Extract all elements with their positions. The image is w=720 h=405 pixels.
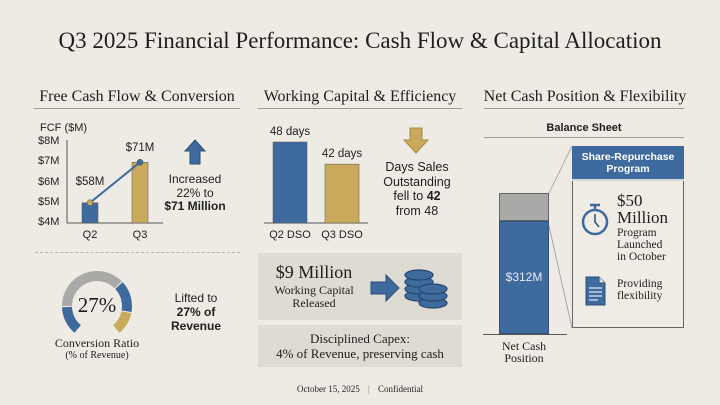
gauge-segment bbox=[62, 306, 82, 333]
capex-text: Disciplined Capex: 4% of Revenue, preser… bbox=[258, 331, 462, 361]
y-tick-label: $7M bbox=[38, 155, 60, 168]
flex-line: Providing bbox=[617, 278, 663, 290]
other-balance-bar bbox=[499, 193, 549, 221]
net-cash-bar bbox=[499, 221, 549, 334]
dso-callout: Days Sales Outstanding fell to 42 from 4… bbox=[376, 160, 458, 218]
dso-bar-q2 bbox=[272, 141, 308, 224]
callout-text: Days Sales bbox=[385, 160, 449, 174]
trend-point bbox=[136, 159, 144, 166]
footer-separator: | bbox=[367, 384, 370, 394]
callout-text: Increased bbox=[168, 172, 222, 186]
net-header: Net Cash Position & Flexibility bbox=[483, 88, 687, 105]
callout-text: Lifted to bbox=[174, 291, 218, 305]
callout-text: from 48 bbox=[395, 203, 439, 218]
dso-bar-q3 bbox=[324, 163, 360, 224]
callout-text: Outstanding bbox=[383, 174, 451, 189]
conversion-gauge bbox=[62, 271, 132, 333]
callout-text: 22% to bbox=[176, 186, 214, 200]
fcf-ylabel: FCF ($M) bbox=[40, 122, 88, 134]
callout-bold: $71 Million bbox=[164, 199, 226, 213]
y-tick-label: $4M bbox=[38, 216, 60, 228]
y-tick-label: $5M bbox=[38, 195, 60, 208]
document-icon bbox=[585, 276, 606, 306]
capex-detail: 4% of Revenue, preserving cash bbox=[276, 346, 444, 361]
data-label: 42 days bbox=[321, 148, 363, 161]
x-tick-label: Q3 bbox=[132, 229, 148, 241]
callout-bold: Revenue bbox=[170, 319, 222, 333]
footer-date: October 15, 2025 bbox=[296, 384, 360, 394]
gauge-sublabel: (% of Revenue) bbox=[65, 350, 129, 361]
program-line: Program bbox=[617, 227, 657, 239]
gauge-label: Conversion Ratio bbox=[54, 336, 140, 350]
page-title: Q3 2025 Financial Performance: Cash Flow… bbox=[58, 28, 662, 53]
net-cash-label-2: Position bbox=[504, 351, 544, 365]
fcf-header: Free Cash Flow & Conversion bbox=[39, 88, 235, 105]
panel-title: Share-Repurchase Program bbox=[572, 146, 684, 181]
net-cash-value: $312M bbox=[505, 270, 543, 284]
gauge-callout: Lifted to 27% of Revenue bbox=[160, 291, 232, 333]
stopwatch-icon bbox=[581, 203, 609, 236]
program-line: Launched bbox=[617, 239, 663, 251]
gauge-value: 27% bbox=[77, 293, 117, 317]
fcf-trend-line bbox=[89, 161, 141, 204]
coins-icon bbox=[404, 269, 448, 309]
gauge-segment bbox=[62, 271, 122, 307]
released-label-1: Working Capital bbox=[274, 283, 354, 297]
connector-lines bbox=[548, 145, 573, 329]
data-label: $71M bbox=[125, 142, 155, 155]
y-tick-label: $6M bbox=[38, 175, 60, 188]
balance-sheet-label: Balance Sheet bbox=[546, 122, 622, 134]
data-label: $58M bbox=[75, 175, 105, 188]
net-cash-label: Net Cash Position bbox=[490, 340, 558, 364]
callout-bold: 42 bbox=[426, 189, 441, 203]
released-label-2: Released bbox=[292, 296, 336, 310]
fcf-callout: Increased 22% to bbox=[165, 172, 225, 200]
footer-label: Confidential bbox=[378, 384, 424, 394]
arrow-down-icon bbox=[402, 127, 430, 154]
program-line: in October bbox=[617, 251, 666, 263]
flex-line: flexibility bbox=[617, 290, 663, 302]
amount-2: Million bbox=[617, 208, 669, 227]
data-label: 48 days bbox=[269, 126, 311, 138]
x-tick-label: Q2 bbox=[82, 229, 98, 241]
x-tick-label: Q3 DSO bbox=[321, 229, 363, 241]
gauge-segment bbox=[112, 310, 132, 333]
program-text: Program Launched in October bbox=[617, 227, 666, 263]
capex-title: Disciplined Capex: bbox=[309, 331, 410, 346]
x-tick-label: Q2 DSO bbox=[269, 229, 311, 241]
flex-text: Providing flexibility bbox=[617, 278, 662, 302]
arrow-up-icon bbox=[183, 139, 207, 165]
amount: $50 Million bbox=[617, 192, 668, 226]
y-tick-label: $8M bbox=[38, 135, 60, 147]
released-label: Working Capital Released bbox=[262, 284, 366, 310]
trend-point bbox=[86, 199, 94, 206]
dso-chart bbox=[264, 141, 368, 224]
released-amount: $9 Million bbox=[275, 262, 353, 282]
wc-header: Working Capital & Efficiency bbox=[263, 88, 457, 105]
net-cash-label-1: Net Cash bbox=[501, 339, 547, 353]
footer: October 15, 2025 | Confidential bbox=[0, 384, 720, 394]
capex-box bbox=[258, 325, 462, 367]
callout-bold: 27% of bbox=[176, 305, 216, 319]
callout-text: fell to bbox=[393, 189, 427, 203]
arrow-right-icon bbox=[370, 273, 400, 303]
amount-1: $50 bbox=[617, 191, 643, 210]
gauge-segment bbox=[115, 282, 132, 313]
